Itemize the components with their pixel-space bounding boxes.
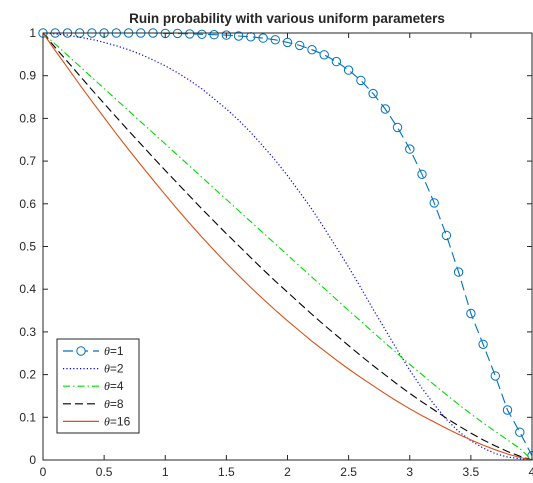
data-point: [282, 37, 293, 48]
legend-label-3: θ=4: [104, 379, 124, 393]
legend-value: =2: [110, 362, 124, 376]
y-tick-label: 0.5: [19, 240, 36, 254]
legend-theta-symbol: θ: [104, 362, 110, 376]
data-point: [368, 88, 378, 99]
data-point: [270, 35, 280, 45]
legend-marker: [76, 346, 86, 356]
series-line-3: [42, 32, 533, 461]
series-line-2: [42, 32, 533, 461]
y-tick-label: 0.1: [19, 410, 36, 424]
series-line-5: [42, 32, 533, 461]
legend-theta-symbol: θ: [104, 379, 110, 393]
data-point: [502, 405, 513, 415]
data-point: [185, 29, 195, 39]
data-point: [392, 122, 403, 133]
legend-value: =16: [110, 414, 131, 428]
legend-value: =4: [110, 379, 124, 393]
legend: θ=1θ=2θ=4θ=8θ=16: [56, 338, 140, 434]
data-point: [466, 308, 476, 319]
legend-label-5: θ=16: [104, 414, 131, 428]
data-point: [233, 31, 244, 41]
y-tick-label: 0.6: [19, 197, 36, 211]
data-point: [478, 339, 488, 349]
series-line-4: [42, 32, 533, 461]
data-point: [515, 427, 525, 437]
data-point: [295, 40, 305, 51]
x-tick-label: 1.5: [218, 465, 235, 479]
x-tick-label: 2: [284, 465, 291, 479]
y-tick-label: 0.8: [19, 111, 36, 125]
chart-title: Ruin probability with various uniform pa…: [129, 11, 445, 26]
y-tick-label: 1: [29, 26, 36, 40]
data-point: [209, 30, 219, 40]
x-tick-label: 0.5: [96, 465, 113, 479]
x-tick-label: 1: [162, 465, 169, 479]
data-point: [490, 371, 500, 381]
legend-label-2: θ=2: [104, 362, 124, 376]
y-tick-label: 0.2: [19, 368, 36, 382]
y-tick-label: 0.4: [19, 282, 36, 296]
y-tick-label: 0.7: [19, 154, 36, 168]
legend-theta-symbol: θ: [104, 397, 110, 411]
data-point: [405, 144, 415, 154]
data-point: [356, 75, 366, 86]
data-point: [417, 169, 427, 180]
x-tick-label: 4: [529, 465, 533, 479]
legend-label-4: θ=8: [104, 397, 124, 411]
legend-label-1: θ=1: [104, 344, 124, 358]
x-tick-label: 2.5: [340, 465, 357, 479]
legend-theta-symbol: θ: [104, 344, 110, 358]
y-tick-label: 0.3: [19, 325, 36, 339]
x-tick-label: 3: [406, 465, 413, 479]
x-tick-label: 0: [40, 465, 47, 479]
data-point: [258, 33, 268, 43]
x-tick-label: 3.5: [463, 465, 480, 479]
data-point: [197, 29, 207, 39]
legend-theta-symbol: θ: [104, 414, 110, 428]
data-point: [343, 65, 354, 75]
y-tick-label: 0.9: [19, 69, 36, 83]
data-point: [221, 30, 232, 40]
data-point: [307, 45, 317, 55]
data-point: [331, 56, 342, 67]
data-point: [380, 104, 390, 114]
data-point: [453, 267, 464, 277]
legend-value: =8: [110, 397, 124, 411]
data-point: [319, 50, 329, 60]
legend-value: =1: [110, 344, 124, 358]
data-point: [441, 230, 452, 241]
axes-layer: 0 0.5 1 1.5 2 2.5 3 3.5 4 0 0.1 0.2 0.3 0.4 0.5 0.6 0.7 0…: [19, 26, 533, 479]
data-point: [429, 198, 439, 208]
y-tick-label: 0: [29, 453, 36, 467]
